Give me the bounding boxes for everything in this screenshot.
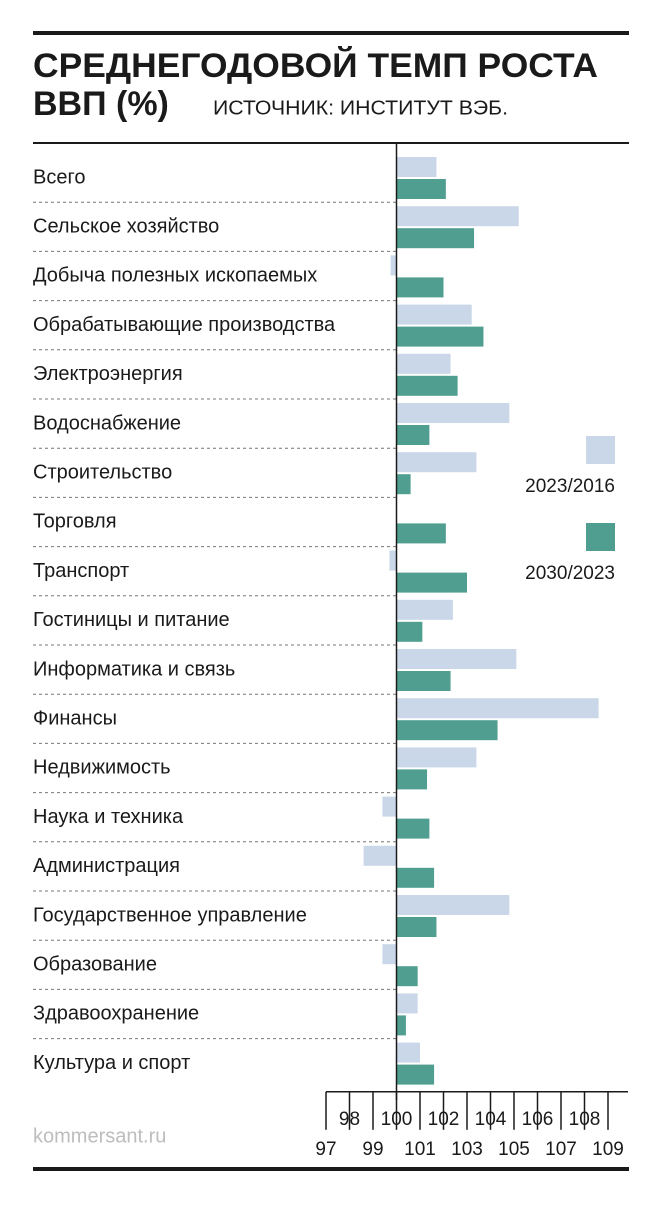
bar: [396, 818, 430, 839]
category-label: Электроэнергия: [33, 363, 183, 385]
bar: [396, 206, 519, 227]
category-label: Государственное управление: [33, 904, 307, 926]
category-label: Торговля: [33, 511, 117, 533]
credit: kommersant.ru: [33, 1125, 166, 1147]
category-label: Наука и техника: [33, 806, 184, 828]
x-tick-label: 102: [428, 1109, 460, 1130]
x-tick-label: 101: [404, 1139, 436, 1160]
subtitle: ИСТОЧНИК: ИНСТИТУТ ВЭБ.: [213, 97, 508, 119]
bar: [396, 375, 458, 396]
bar: [396, 452, 477, 473]
bar: [396, 895, 510, 915]
top-rule: [33, 31, 629, 35]
bar: [396, 993, 418, 1014]
bar: [396, 867, 435, 888]
bar: [396, 277, 444, 298]
legend-label: 2023/2016: [525, 476, 615, 497]
bar: [363, 845, 397, 866]
bar: [396, 572, 467, 593]
bottom-rule: [33, 1167, 629, 1171]
category-label: Здравоохранение: [33, 1003, 199, 1025]
x-tick-label: 107: [545, 1139, 577, 1160]
bar: [396, 474, 411, 495]
bar: [396, 1064, 435, 1085]
bar: [396, 966, 418, 987]
legend-swatch: [586, 523, 615, 551]
bar: [396, 649, 517, 669]
bar: [396, 326, 484, 347]
bar: [396, 179, 446, 199]
category-label: Финансы: [33, 707, 117, 729]
bar: [396, 599, 453, 620]
x-tick-label: 106: [522, 1109, 554, 1130]
category-label: Строительство: [33, 461, 172, 483]
x-tick-label: 108: [569, 1109, 601, 1130]
bar: [396, 523, 446, 544]
category-label: Обрабатывающие производства: [33, 314, 336, 336]
legend-swatch: [586, 436, 615, 464]
bar: [396, 698, 599, 719]
bar: [396, 304, 472, 325]
category-label: Информатика и связь: [33, 658, 235, 680]
category-label: Культура и спорт: [33, 1052, 190, 1074]
category-label: Сельское хозяйство: [33, 215, 219, 237]
bar: [396, 157, 437, 177]
chart-title: ВВП (%): [33, 85, 169, 123]
bar: [396, 1015, 406, 1036]
x-tick-label: 99: [362, 1139, 383, 1160]
bar: [396, 671, 451, 691]
category-label: Всего: [33, 166, 85, 188]
category-label: Образование: [33, 953, 157, 975]
bar: [396, 425, 430, 445]
bar: [396, 720, 498, 741]
chart-title: СРЕДНЕГОДОВОЙ ТЕМП РОСТА: [33, 46, 598, 85]
category-label: Гостиницы и питание: [33, 609, 230, 631]
legend-label: 2030/2023: [525, 563, 615, 584]
x-tick-label: 97: [315, 1139, 336, 1160]
category-label: Недвижимость: [33, 757, 171, 779]
x-tick-label: 105: [498, 1139, 530, 1160]
header-rule: [33, 142, 629, 144]
bar: [396, 353, 451, 374]
category-label: Администрация: [33, 855, 180, 877]
bar: [396, 228, 475, 249]
bar: [390, 255, 397, 276]
x-tick-label: 109: [592, 1139, 624, 1160]
category-label: Водоснабжение: [33, 412, 181, 434]
x-tick-label: 100: [381, 1109, 413, 1130]
bar: [382, 796, 397, 817]
bar: [396, 621, 423, 642]
bar: [389, 550, 397, 571]
bar: [396, 1042, 420, 1063]
category-label: Добыча полезных ископаемых: [33, 265, 317, 287]
bar: [382, 944, 397, 965]
category-label: Транспорт: [33, 560, 129, 582]
x-tick-label: 103: [451, 1139, 483, 1160]
x-tick-label: 104: [475, 1109, 507, 1130]
x-tick-label: 98: [339, 1109, 360, 1130]
bar: [396, 769, 428, 790]
bar: [396, 403, 510, 423]
bar: [396, 747, 477, 768]
bar: [396, 917, 437, 937]
